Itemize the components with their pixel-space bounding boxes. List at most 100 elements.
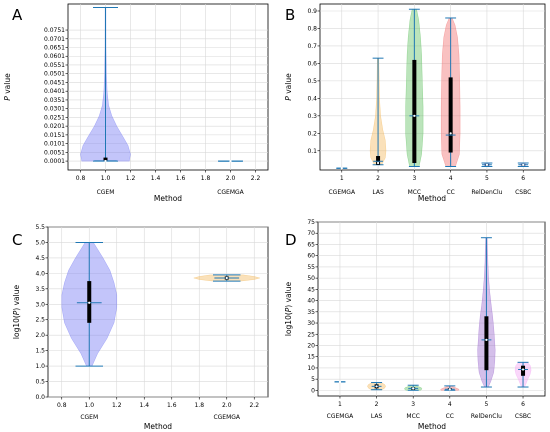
- x-tick-label: 4: [448, 401, 452, 408]
- y-tick-label: 65: [307, 241, 315, 248]
- violin-median-dot: [521, 368, 525, 371]
- plot-frame-d: [317, 221, 546, 397]
- category-label: MCC: [408, 189, 422, 196]
- y-tick-label: 35: [307, 309, 315, 316]
- x-tick-label: 2.0: [222, 402, 232, 409]
- y-tick-label: 3.5: [35, 286, 45, 293]
- y-tick-label: 0.0451: [44, 79, 65, 86]
- violin-median-dot: [449, 132, 452, 135]
- category-label: CGEMGA: [328, 189, 355, 196]
- y-axis-label-a: P value: [3, 73, 12, 101]
- violin-iqr-box: [521, 365, 526, 376]
- x-tick-label: 2.2: [251, 175, 261, 182]
- violin-median-dot: [448, 388, 451, 391]
- panel-b: B 0.1 0.2 0.3 0.4 0.5 0.6 0.7 0.8 0.9 1 2 3 4 5 6 CGEMG…: [284, 3, 546, 203]
- panel-label-a: A: [12, 6, 23, 24]
- y-tick-label: 0.0101: [44, 141, 65, 148]
- category-label: CC: [446, 189, 454, 196]
- x-tick-label: 1.0: [101, 175, 111, 182]
- x-tick-label: 1.2: [126, 175, 136, 182]
- x-tick-label: 6: [521, 401, 525, 408]
- violin-median-dot: [375, 385, 378, 388]
- y-tick-label: 0.0201: [44, 123, 65, 130]
- y-tick-label: 0.0551: [44, 62, 65, 69]
- y-tick-label: 0.0651: [44, 45, 65, 52]
- x-axis-label-d: Method: [418, 422, 446, 431]
- violin-iqr-box: [376, 156, 381, 165]
- x-tick-label: 6: [521, 175, 525, 182]
- y-tick-label: 0.6: [307, 60, 317, 67]
- plot-frame-a: [67, 3, 269, 171]
- x-axis-label-a: Method: [154, 194, 182, 203]
- y-tick-label: 0.0301: [44, 106, 65, 113]
- y-tick-label: 0.0151: [44, 132, 65, 139]
- y-tick-label: 70: [307, 230, 315, 237]
- y-tick-label: 60: [307, 253, 315, 260]
- violin-median-dot: [340, 167, 343, 170]
- x-tick-label: 1.6: [176, 175, 186, 182]
- violin-median-dot: [225, 276, 228, 280]
- x-tick-label: 0.8: [57, 402, 67, 409]
- x-tick-label: 4: [449, 175, 453, 182]
- x-tick-label: 1.2: [112, 402, 122, 409]
- x-tick-label: 1.4: [139, 402, 149, 409]
- panel-c: C 0.0 0.5 1.0 1.5 2.0 2.5 3.0 3.5 4.0 4.5 5.0 5.5 0.…: [12, 224, 269, 431]
- y-tick-label: 0.3: [307, 113, 317, 120]
- x-tick-label: 3: [412, 175, 416, 182]
- y-tick-label: 0.0501: [44, 71, 65, 78]
- y-axis-label-c: log10(P) value: [12, 284, 21, 339]
- x-tick-label: 1.6: [167, 402, 177, 409]
- y-axis-label-b: P value: [284, 73, 293, 101]
- y-tick-label: 0.0601: [44, 53, 65, 60]
- violin-median-dot: [412, 387, 415, 390]
- x-tick-label: 5: [485, 175, 489, 182]
- y-tick-label: 0.9: [307, 8, 317, 15]
- x-tick-label: 3: [411, 401, 415, 408]
- y-tick-label: 3.0: [35, 301, 45, 308]
- violin-median-dot: [376, 161, 380, 165]
- y-tick-label: 0.0751: [44, 27, 65, 34]
- y-tick-label: 55: [307, 264, 315, 271]
- x-tick-label: 1.4: [151, 175, 161, 182]
- y-tick-label: 4.0: [35, 270, 45, 277]
- y-tick-label: 0.2: [307, 130, 317, 137]
- y-tick-label: 0.0351: [44, 97, 65, 104]
- violin-median-dot: [229, 159, 232, 163]
- y-tick-label: 0: [311, 387, 315, 394]
- y-tick-label: 45: [307, 286, 315, 293]
- category-label: CSBC: [515, 189, 531, 196]
- x-tick-label: 2.0: [226, 175, 236, 182]
- x-axis-label-b: Method: [418, 194, 446, 203]
- category-label: RelDenClu: [471, 413, 502, 420]
- y-tick-label: 75: [307, 219, 315, 226]
- plot-frame-b: [319, 3, 546, 171]
- y-tick-label: 0.8: [307, 25, 317, 32]
- y-tick-label: 40: [307, 298, 315, 305]
- y-tick-label: 20: [307, 342, 315, 349]
- x-tick-label: 2: [376, 175, 380, 182]
- violin-median-dot: [485, 338, 488, 341]
- violin-iqr-box: [484, 316, 489, 371]
- y-tick-label: 0.5: [35, 379, 45, 386]
- y-tick-label: 5: [311, 376, 315, 383]
- y-axis-label-d: log10(P) value: [284, 281, 293, 336]
- x-tick-label: 2.2: [249, 402, 259, 409]
- violin-median-dot: [522, 163, 525, 166]
- y-tick-label: 10: [307, 365, 315, 372]
- category-label: CGEMGA: [327, 413, 354, 420]
- violin-iqr-box: [103, 157, 108, 161]
- category-label: CGEM: [97, 189, 115, 196]
- y-tick-label: 0.7: [307, 43, 317, 50]
- category-label: CGEMGA: [213, 414, 240, 421]
- category-label: CGEMGA: [217, 189, 244, 196]
- y-tick-label: 2.0: [35, 332, 45, 339]
- category-label: CSBC: [515, 413, 531, 420]
- y-tick-label: 0.0001: [44, 158, 65, 165]
- panel-label-c: C: [12, 231, 22, 249]
- y-tick-label: 0.5: [307, 78, 317, 85]
- x-axis-label-c: Method: [144, 422, 172, 431]
- y-tick-label: 0.0251: [44, 114, 65, 121]
- y-tick-label: 30: [307, 320, 315, 327]
- y-tick-label: 5.5: [35, 224, 45, 231]
